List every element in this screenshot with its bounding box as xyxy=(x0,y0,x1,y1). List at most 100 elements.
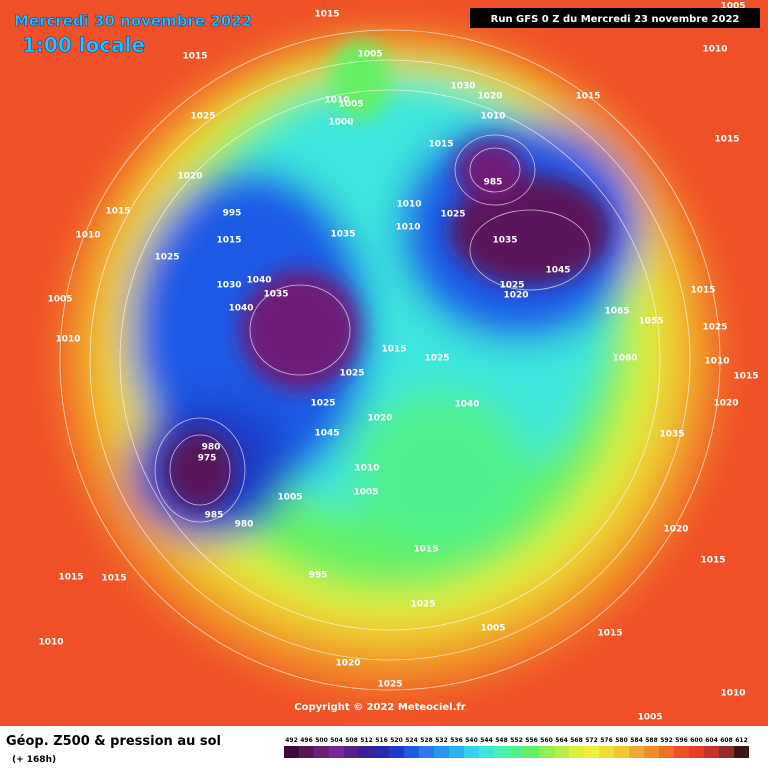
scale-swatch xyxy=(734,746,749,758)
isobar-labels: 1015 1005 1015 1010 1005 1000 1025 1020 1015 1010… xyxy=(38,2,758,723)
run-box xyxy=(470,8,760,28)
scale-label: 504 xyxy=(330,737,343,744)
isobar-label: 1025 xyxy=(424,354,449,364)
isobar-label: 1030 xyxy=(216,281,241,291)
color-scale: 492 496 500 504 508 512 516 520 524 528 532 536 540 5… xyxy=(284,737,749,758)
isobars xyxy=(59,29,721,691)
scale-label: 612 xyxy=(735,737,748,744)
scale-swatch xyxy=(599,746,614,758)
isobar-label: 1035 xyxy=(330,230,355,240)
isobar-label: 1020 xyxy=(503,291,528,301)
scale-label: 520 xyxy=(390,737,403,744)
isobar-label: 1015 xyxy=(575,92,600,102)
field xyxy=(0,0,768,726)
isobar-label: 1010 xyxy=(38,638,63,648)
isobar-label: 1010 xyxy=(396,200,421,210)
isobar-label: 995 xyxy=(309,571,328,581)
scale-label: 512 xyxy=(360,737,373,744)
scale-label: 500 xyxy=(315,737,328,744)
scale-label: 508 xyxy=(345,737,358,744)
isobar-label: 1040 xyxy=(228,304,253,314)
isobar-label: 1000 xyxy=(328,118,353,128)
scale-label: 548 xyxy=(495,737,508,744)
scale-swatch xyxy=(419,746,434,758)
scale-swatch xyxy=(434,746,449,758)
scale-label: 492 xyxy=(285,737,298,744)
isobar-label: 1015 xyxy=(314,10,339,20)
isobar-label: 1065 xyxy=(604,307,629,317)
isobar-label: 1030 xyxy=(450,82,475,92)
isobar-label: 1015 xyxy=(733,372,758,382)
scale-label: 596 xyxy=(675,737,688,744)
copyright: Copyright © 2022 Meteociel.fr xyxy=(294,702,465,713)
run-text: Run GFS 0 Z du Mercredi 23 novembre 2022 xyxy=(491,14,740,25)
scale-label: 584 xyxy=(630,737,643,744)
isobar-label: 1010 xyxy=(354,464,379,474)
scale-label: 564 xyxy=(555,737,568,744)
scale-label: 528 xyxy=(420,737,433,744)
isobar-label: 1020 xyxy=(713,399,738,409)
scale-label: 580 xyxy=(615,737,628,744)
isobar-label: 1040 xyxy=(454,400,479,410)
isobar-label: 980 xyxy=(235,520,254,530)
scale-label: 604 xyxy=(705,737,718,744)
scale-swatch xyxy=(509,746,524,758)
scale-swatch xyxy=(689,746,704,758)
scale-swatch xyxy=(329,746,344,758)
isobar-label: 1040 xyxy=(246,276,271,286)
scale-label: 592 xyxy=(660,737,673,744)
isobar-label: 1015 xyxy=(700,556,725,566)
isobar-label: 1005 xyxy=(338,100,363,110)
scale-label: 560 xyxy=(540,737,553,744)
isobar-label: 1020 xyxy=(177,172,202,182)
scale-swatch xyxy=(314,746,329,758)
scale-swatch xyxy=(464,746,479,758)
scale-swatch xyxy=(704,746,719,758)
scale-label: 524 xyxy=(405,737,418,744)
scale-swatch xyxy=(614,746,629,758)
isobar-label: 1025 xyxy=(190,112,215,122)
isobar-label: 1005 xyxy=(277,493,302,503)
isobar-label: 1025 xyxy=(377,680,402,690)
scale-swatch xyxy=(344,746,359,758)
scale-swatch xyxy=(629,746,644,758)
scale-swatch xyxy=(524,746,539,758)
valid-date: Mercredi 30 novembre 2022 xyxy=(14,12,252,30)
isobar-label: 1020 xyxy=(367,414,392,424)
scale-label: 576 xyxy=(600,737,613,744)
scale-label: 572 xyxy=(585,737,598,744)
scale-swatch xyxy=(479,746,494,758)
isobar-label: 1010 xyxy=(395,223,420,233)
scale-label: 552 xyxy=(510,737,523,744)
isobar-label: 1015 xyxy=(182,52,207,62)
isobar-label: 1015 xyxy=(413,545,438,555)
isobar-label: 1010 xyxy=(704,357,729,367)
scale-label: 536 xyxy=(450,737,463,744)
isobar-label: 1010 xyxy=(480,112,505,122)
isobar-label: 1005 xyxy=(720,2,745,12)
isobar-label: 1015 xyxy=(714,135,739,145)
scale-swatch xyxy=(374,746,389,758)
scale-swatch xyxy=(404,746,419,758)
isobar-label: 1020 xyxy=(663,525,688,535)
scale-label: 532 xyxy=(435,737,448,744)
isobar-label: 1025 xyxy=(339,369,364,379)
isobar-label: 1005 xyxy=(637,713,662,723)
scale-swatch xyxy=(449,746,464,758)
scale-swatch xyxy=(284,746,299,758)
scale-swatch xyxy=(569,746,584,758)
isobar-label: 1005 xyxy=(47,295,72,305)
isobar-label: 1060 xyxy=(612,354,637,364)
isobar-label: 1035 xyxy=(659,430,684,440)
isobar-label: 1005 xyxy=(357,50,382,60)
isobar-label: 1045 xyxy=(545,266,570,276)
isobar-label: 985 xyxy=(484,178,503,188)
scale-label: 496 xyxy=(300,737,313,744)
isobar-label: 1010 xyxy=(720,689,745,699)
scale-swatch xyxy=(299,746,314,758)
isobar-label: 1020 xyxy=(477,92,502,102)
lead-time: (+ 168h) xyxy=(12,755,56,765)
isobar-label: 1015 xyxy=(597,629,622,639)
isobar-label: 1025 xyxy=(702,323,727,333)
isobar-label: 1010 xyxy=(55,335,80,345)
